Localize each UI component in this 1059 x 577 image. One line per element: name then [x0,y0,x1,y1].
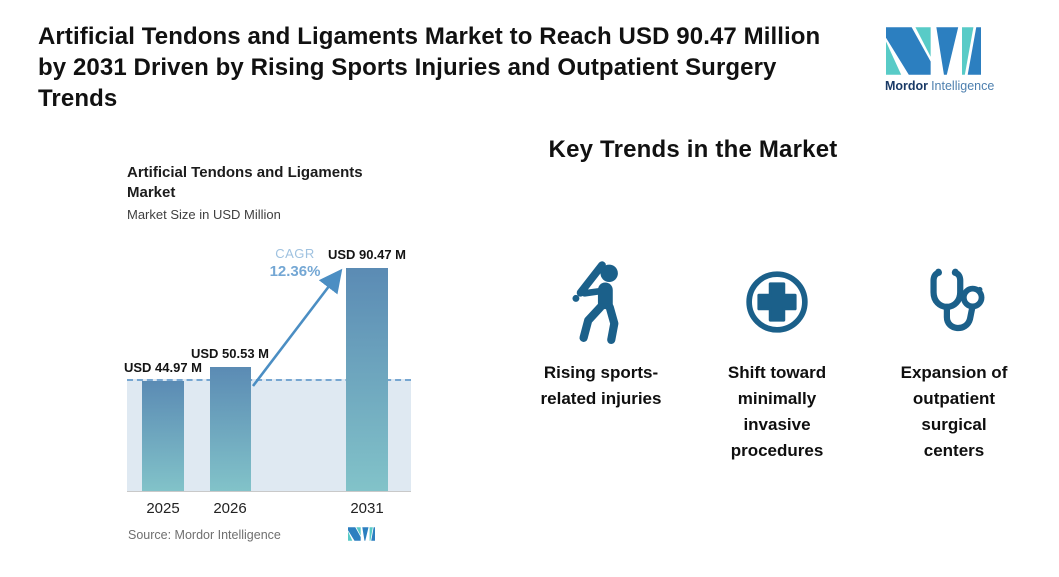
baseball-batter-icon [516,256,686,348]
page-title: Artificial Tendons and Ligaments Market … [38,23,821,112]
trend-item-sports-injuries: Rising sports- related injuries [516,256,686,412]
mordor-logo-mini-icon [348,527,375,541]
bar [346,268,388,492]
trend-label: Expansion of outpatient surgical centers [900,363,1008,460]
bar-chart-plot: USD 44.97 M USD 50.53 M USD 90.47 M CAGR… [124,240,411,492]
bar [142,381,184,492]
trend-item-outpatient-centers: Expansion of outpatient surgical centers [869,256,1039,464]
cagr-annotation: CAGR 12.36% [263,246,327,280]
source-attribution: Source: Mordor Intelligence [128,528,281,542]
year-label: 2031 [350,500,384,517]
bar-value-label: USD 44.97 M [123,360,203,375]
cagr-label: CAGR [275,246,315,261]
cagr-value: 12.36% [269,263,321,280]
mordor-logo-mark-icon [885,27,981,75]
brand-name-light: Intelligence [931,79,995,93]
growth-arrow-icon [251,268,343,387]
trend-label: Shift toward minimally invasive procedur… [727,363,827,460]
year-label: 2026 [213,500,247,517]
chart-title: Artificial Tendons and Ligaments Market [127,164,363,201]
chart-footer: Source: Mordor Intelligence [127,525,411,547]
year-label: 2025 [146,500,180,517]
x-axis-line [127,491,411,492]
market-size-chart: Artificial Tendons and Ligaments Market … [124,163,411,563]
bar [210,367,251,492]
trend-label: Rising sports- related injuries [540,363,662,408]
brand-name-bold: Mordor [885,79,929,93]
bar-value-label: USD 50.53 M [190,346,270,361]
brand-wordmark: Mordor Intelligence [885,79,994,93]
medical-cross-icon [692,256,862,348]
trend-item-minimally-invasive: Shift toward minimally invasive procedur… [692,256,862,464]
mordor-intelligence-logo: Mordor Intelligence [885,27,994,93]
x-axis-labels: 2025 2026 2031 [127,500,411,520]
bar-value-label: USD 90.47 M [327,247,407,262]
chart-subtitle: Market Size in USD Million [127,207,281,222]
stethoscope-icon [869,256,1039,348]
key-trends-heading: Key Trends in the Market [548,136,838,163]
